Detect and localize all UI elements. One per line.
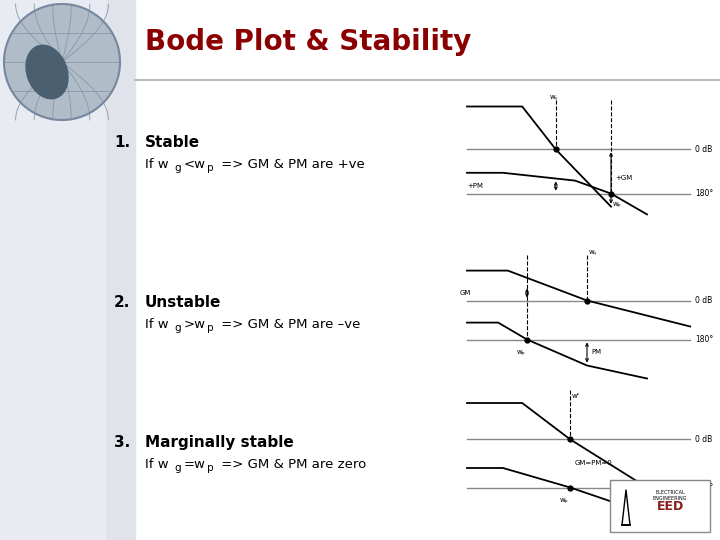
Text: >w: >w — [184, 318, 206, 331]
Text: 3.: 3. — [114, 435, 130, 450]
Text: +GM: +GM — [615, 175, 632, 181]
Bar — [0, 0, 105, 540]
Text: => GM & PM are zero: => GM & PM are zero — [217, 458, 366, 471]
Text: Unstable: Unstable — [145, 295, 221, 310]
Bar — [0, 0, 135, 540]
Text: 180°: 180° — [695, 189, 714, 198]
Text: p: p — [207, 323, 214, 333]
Text: 180°: 180° — [695, 483, 714, 492]
Text: 0 dB: 0 dB — [695, 435, 712, 444]
Text: wₚ: wₚ — [613, 201, 622, 207]
Text: GM: GM — [460, 290, 471, 296]
Text: p: p — [207, 163, 214, 173]
Text: GM=PM=0: GM=PM=0 — [575, 461, 612, 467]
Text: g: g — [174, 463, 181, 473]
Ellipse shape — [26, 45, 68, 99]
Text: ENGINEERING: ENGINEERING — [653, 496, 688, 501]
Text: => GM & PM are –ve: => GM & PM are –ve — [217, 318, 361, 331]
Text: wᵧ: wᵧ — [549, 94, 558, 100]
Text: 0 dB: 0 dB — [695, 296, 712, 305]
Text: If w: If w — [145, 158, 168, 171]
Text: <w: <w — [184, 158, 206, 171]
Text: +PM: +PM — [467, 183, 483, 189]
Text: EED: EED — [657, 500, 683, 512]
Text: ELECTRICAL: ELECTRICAL — [655, 489, 685, 495]
Text: wₚ: wₚ — [516, 349, 525, 355]
Text: If w: If w — [145, 458, 168, 471]
Text: PM: PM — [591, 349, 601, 355]
Text: wᵧ: wᵧ — [589, 249, 598, 255]
Text: 0 dB: 0 dB — [695, 145, 712, 154]
Text: p: p — [207, 463, 214, 473]
Text: Stable: Stable — [145, 135, 200, 150]
Circle shape — [4, 4, 120, 120]
Text: 180°: 180° — [695, 335, 714, 344]
Text: If w: If w — [145, 318, 168, 331]
Text: =w: =w — [184, 458, 206, 471]
Text: g: g — [174, 163, 181, 173]
Text: 2.: 2. — [114, 295, 130, 310]
Bar — [610, 480, 710, 532]
Text: 1.: 1. — [114, 135, 130, 150]
Text: wₚ: wₚ — [559, 497, 568, 503]
Text: Bode Plot & Stability: Bode Plot & Stability — [145, 28, 472, 56]
Text: wᶜ: wᶜ — [572, 393, 580, 399]
Text: => GM & PM are +ve: => GM & PM are +ve — [217, 158, 365, 171]
Text: Marginally stable: Marginally stable — [145, 435, 294, 450]
Text: g: g — [174, 323, 181, 333]
